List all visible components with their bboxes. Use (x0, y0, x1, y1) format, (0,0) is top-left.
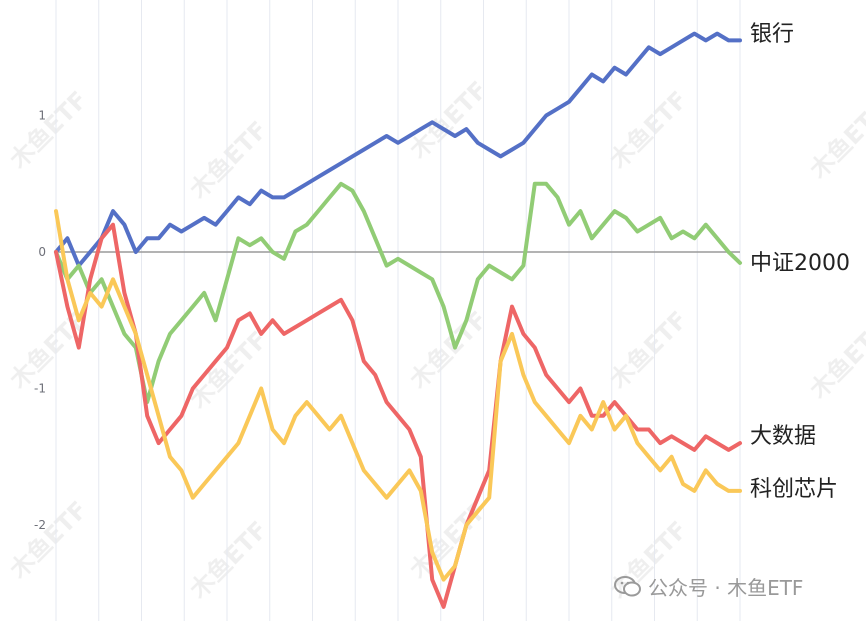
y-axis-ticks: -2 -1 0 1 (34, 109, 46, 533)
watermark-layer: 木鱼ETF 木鱼ETF 木鱼ETF 木鱼ETF 木鱼ETF 木鱼ETF 木鱼ETF 木鱼ETF… (4, 76, 866, 605)
credit-text: 公众号 · 木鱼ETF (648, 576, 804, 600)
credit: 公众号 · 木鱼ETF (614, 572, 803, 601)
series-label: 中证2000 (750, 251, 850, 276)
watermark-text: 木鱼ETF (404, 76, 493, 165)
y-tick-label: 0 (38, 245, 46, 259)
series-line (54, 31, 742, 268)
watermark-text: 木鱼ETF (804, 96, 866, 185)
y-tick-label: -2 (34, 518, 46, 532)
y-tick-label: 1 (38, 109, 46, 123)
watermark-text: 木鱼ETF (4, 86, 93, 175)
watermark-text: 木鱼ETF (604, 86, 693, 175)
series-line (54, 209, 742, 582)
series-label: 科创芯片 (750, 477, 838, 502)
wechat-icon (614, 575, 642, 599)
series-label: 大数据 (750, 424, 816, 449)
series-lines (54, 31, 742, 609)
series-line (54, 181, 742, 405)
watermark-text: 木鱼ETF (804, 316, 866, 405)
watermark-text: 木鱼ETF (184, 516, 273, 605)
watermark-text: 木鱼ETF (184, 326, 273, 415)
y-tick-label: -1 (34, 382, 46, 396)
watermark-text: 木鱼ETF (4, 496, 93, 585)
series-label: 银行 (750, 22, 794, 47)
grid (55, 0, 741, 621)
watermark-text: 木鱼ETF (604, 306, 693, 395)
